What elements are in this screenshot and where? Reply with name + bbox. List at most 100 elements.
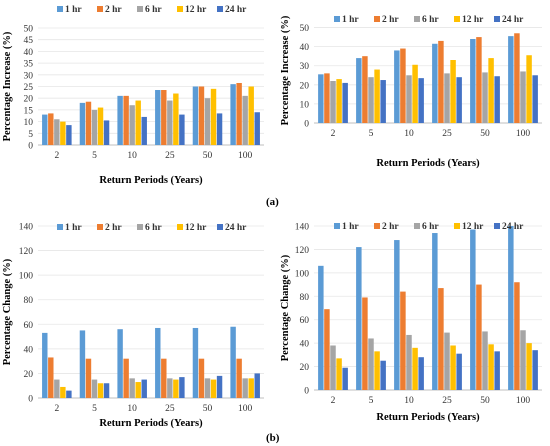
chart-a-left-xtick-label: 50: [203, 151, 213, 161]
chart-b-left-legend-label: 2 hr: [105, 223, 122, 233]
chart-b-right-bar: [412, 347, 418, 390]
chart-a-left-bar: [216, 113, 223, 145]
chart-b-left-bar: [248, 378, 254, 398]
chart-a-left-bar: [66, 125, 72, 145]
chart-a-left-bar: [248, 86, 254, 145]
chart-a-left-xlabel: Return Periods (Years): [99, 175, 203, 186]
chart-a-left-ytick-label: 10: [24, 118, 34, 128]
chart-b-right-bar: [508, 226, 514, 390]
chart-a-right-bar: [494, 76, 500, 123]
chart-a-right-bar: [456, 77, 462, 123]
chart-a-right-ytick-label: 30: [300, 62, 310, 72]
chart-b-left-legend-label: 1 hr: [65, 223, 82, 233]
chart-b-right-bar: [368, 338, 374, 390]
chart-b-right-xtick-label: 5: [369, 396, 374, 406]
chart-a-left-ytick-label: 30: [24, 71, 34, 81]
chart-b-right-bar: [494, 351, 500, 390]
chart-a-right-xtick-label: 10: [404, 129, 414, 139]
chart-a-left-bar: [141, 116, 147, 145]
chart-a-right-bar: [374, 69, 380, 123]
chart-a-right-bar: [482, 72, 488, 123]
chart-a-right-bar: [412, 64, 418, 123]
chart-b-left-bar: [91, 379, 98, 398]
chart-a-right-xtick-label: 25: [442, 129, 452, 139]
chart-a-right-bar: [526, 55, 532, 123]
chart-b-right-bar: [380, 360, 386, 390]
chart-a-left-legend-swatch: [137, 6, 143, 12]
chart-b-right-legend-label: 12 hr: [462, 222, 484, 232]
chart-a-right-xlabel: Return Periods (Years): [376, 158, 480, 169]
chart-a-left-legend-label: 1 hr: [65, 5, 82, 15]
chart-a-left-bar: [103, 120, 110, 145]
chart-a-right-ytick-label: 20: [300, 81, 310, 91]
chart-a-left-bar: [129, 105, 135, 145]
chart-b-left-xtick-label: 10: [127, 404, 137, 414]
chart-b-left-bar: [85, 358, 92, 398]
chart-b-left-bar: [135, 382, 141, 398]
chart-b-right-legend-swatch: [454, 223, 460, 229]
chart-b-right-bar: [444, 332, 450, 390]
chart-b-left-xtick-label: 100: [238, 404, 253, 414]
chart-b-right-bar: [488, 344, 494, 390]
chart-a-right-bar: [400, 48, 406, 123]
chart-a-left-bar: [60, 121, 66, 145]
chart-a-right-bar: [470, 39, 476, 123]
chart-b-right-xtick-label: 50: [480, 396, 490, 406]
chart-b-left-bar: [167, 378, 173, 398]
chart-a-right-xtick-label: 5: [369, 129, 374, 139]
chart-a-left-bar: [179, 114, 185, 145]
chart-a-right-bar: [324, 73, 330, 123]
chart-b-left-ytick-label: 40: [24, 345, 34, 355]
chart-b-left-bar: [216, 375, 223, 398]
chart-b-right-legend-label: 6 hr: [422, 222, 439, 232]
chart-b-left-xtick-label: 25: [165, 404, 175, 414]
chart-a-right-bar: [432, 43, 438, 123]
chart-a-left-ytick-label: 45: [24, 36, 34, 46]
chart-b-left-bar: [210, 379, 217, 398]
chart-b-right-bar: [336, 358, 342, 390]
chart-b-right-xtick-label: 100: [516, 396, 531, 406]
chart-a-right-ytick-label: 50: [300, 24, 310, 34]
chart-b-right-legend-label: 24 hr: [502, 222, 524, 232]
chart-a-left-bar: [198, 86, 205, 145]
chart-a-right-xtick-label: 50: [480, 129, 490, 139]
chart-b-left-ylabel: Percentage Change (%): [2, 258, 13, 365]
chart-b-left-legend-swatch: [137, 224, 143, 230]
chart-a-left-legend-swatch: [217, 6, 223, 12]
chart-a-left-ytick-label: 15: [24, 106, 34, 116]
chart-a-right-bar: [532, 75, 538, 123]
chart-a-right-legend-label: 6 hr: [422, 15, 439, 25]
chart-a-right-bar: [508, 36, 514, 123]
chart-a-left-bar: [204, 98, 211, 145]
chart-a-left-bar: [79, 102, 86, 145]
chart-a-right-ytick-label: 40: [300, 43, 310, 53]
chart-b-right: 0 20 40 60 80 100 120 140 2 5 10 25 50 100 Return Peri…: [278, 212, 550, 430]
chart-b-right-ytick-label: 60: [300, 316, 310, 326]
chart-a-right-bar: [368, 77, 374, 123]
chart-a-right-legend-swatch: [334, 16, 340, 22]
chart-b-right-bar: [400, 291, 406, 390]
chart-a-right-legend-swatch: [454, 16, 460, 22]
chart-b-left-bar: [42, 332, 48, 398]
chart-a-right-bar: [356, 58, 362, 123]
chart-a-left-xtick-label: 25: [165, 151, 175, 161]
chart-b-left-bar: [103, 383, 110, 398]
chart-a-left-bar: [254, 112, 260, 145]
chart-a-right-legend-label: 24 hr: [502, 15, 524, 25]
chart-a-right-bar: [362, 56, 368, 123]
chart-b-right-bar: [374, 351, 380, 390]
chart-b-left-bar: [155, 327, 161, 398]
panel-label-b: (b): [266, 432, 280, 444]
chart-a-left-ytick-label: 35: [24, 60, 34, 70]
chart-b-right-legend-swatch: [334, 223, 340, 229]
chart-a-left-legend-label: 12 hr: [185, 5, 207, 15]
chart-b-right-ylabel: Percentage Change (%): [280, 254, 291, 361]
chart-a-left-bar: [91, 109, 98, 145]
chart-b-right-bar: [514, 282, 520, 390]
chart-b-right-xlabel: Return Periods (Years): [376, 412, 480, 423]
chart-b-right-ytick-label: 140: [295, 223, 310, 233]
chart-a-right-bar: [394, 50, 400, 123]
chart-a-right-bar: [520, 71, 526, 123]
chart-b-right-ytick-label: 100: [295, 269, 310, 279]
chart-b-left-legend-label: 6 hr: [145, 223, 162, 233]
